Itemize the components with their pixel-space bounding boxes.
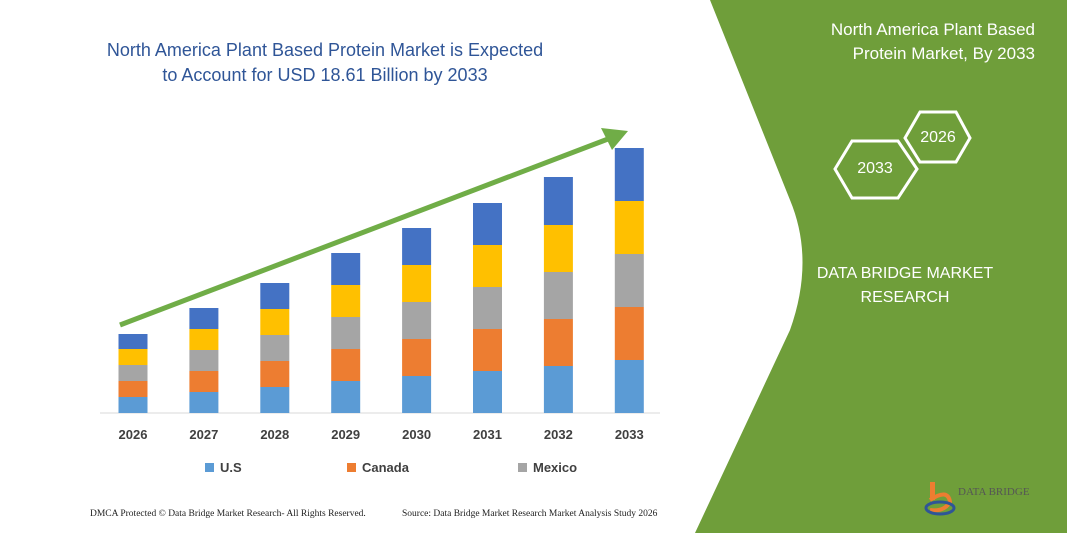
bar-segment-2033-4 <box>614 148 644 201</box>
bar-segment-2030-2 <box>402 302 432 339</box>
x-tick-label: 2032 <box>543 427 573 442</box>
x-tick-label: 2028 <box>260 427 290 442</box>
bar-segment-2032-0 <box>543 366 573 413</box>
bar-segment-2028-1 <box>260 361 290 387</box>
bar-segment-2031-2 <box>473 287 502 329</box>
bar-segment-2032-1 <box>543 319 573 366</box>
legend-item-mexico: Mexico <box>518 460 577 475</box>
legend-item-us: U.S <box>205 460 242 475</box>
bar-segment-2030-1 <box>402 339 432 376</box>
trend-arrow <box>119 128 628 328</box>
x-tick-label: 2031 <box>473 427 502 442</box>
bar-segment-2031-1 <box>473 329 502 371</box>
x-tick-label: 2030 <box>402 427 432 442</box>
bar-segment-2030-3 <box>402 265 432 302</box>
legend-swatch <box>205 463 214 472</box>
bar-segment-2032-3 <box>543 225 573 272</box>
x-tick-label: 2027 <box>189 427 219 442</box>
bar-segment-2027-0 <box>189 392 219 413</box>
bar-segment-2026-1 <box>118 381 148 397</box>
footer-copyright: DMCA Protected © Data Bridge Market Rese… <box>90 509 366 519</box>
bar-segment-2032-4 <box>543 177 573 225</box>
bar-segment-2029-1 <box>331 349 361 381</box>
green-side-panel <box>695 0 1067 533</box>
bar-segment-2033-3 <box>614 201 644 254</box>
legend-swatch <box>518 463 527 472</box>
x-tick-label: 2033 <box>614 427 644 442</box>
hexagon-2033 <box>833 139 919 200</box>
bar-segment-2029-4 <box>331 253 361 285</box>
footer-source: Source: Data Bridge Market Research Mark… <box>402 509 658 519</box>
hexagon-2026 <box>903 110 972 164</box>
bar-segment-2033-1 <box>614 307 644 360</box>
bar-segment-2029-2 <box>331 317 361 349</box>
brand-text: DATA BRIDGE MARKET RESEARCH <box>816 265 994 306</box>
bar-segment-2027-4 <box>189 308 219 329</box>
chart-title: North America Plant Based Protein Market… <box>106 40 544 85</box>
legend-label: Mexico <box>533 460 578 475</box>
logo-text: DATA BRIDGE <box>958 486 1030 498</box>
bar-segment-2028-3 <box>260 309 290 335</box>
bar-segment-2031-0 <box>473 371 502 413</box>
logo-icon <box>924 482 956 516</box>
bar-segment-2032-2 <box>543 272 573 319</box>
hex-label-2033: 2033 <box>857 160 893 177</box>
bar-segment-2026-0 <box>118 397 148 413</box>
bar-segment-2033-2 <box>614 254 644 307</box>
bar-segment-2027-1 <box>189 371 219 392</box>
bar-segment-2030-0 <box>402 376 432 413</box>
legend-item-canada: Canada <box>347 460 409 475</box>
legend-label: Canada <box>362 460 409 475</box>
bar-segment-2026-4 <box>118 334 148 349</box>
bar-segment-2030-4 <box>402 228 432 265</box>
bar-segment-2028-4 <box>260 283 290 309</box>
side-panel-title: North America Plant Based Protein Market… <box>830 20 1035 63</box>
bar-segment-2029-3 <box>331 285 361 317</box>
hex-label-2026: 2026 <box>920 129 956 146</box>
bar-segment-2026-3 <box>118 349 148 365</box>
bar-segment-2027-2 <box>189 350 219 371</box>
bar-segment-2028-0 <box>260 387 290 413</box>
legend-swatch <box>347 463 356 472</box>
bar-segment-2029-0 <box>331 381 361 413</box>
bar-segment-2031-4 <box>473 203 502 245</box>
bar-segment-2026-2 <box>118 365 148 381</box>
bar-segment-2033-0 <box>614 360 644 413</box>
x-tick-label: 2026 <box>118 427 148 442</box>
legend-label: U.S <box>220 460 242 475</box>
bar-segment-2028-2 <box>260 335 290 361</box>
bar-segment-2027-3 <box>189 329 219 350</box>
bar-segment-2031-3 <box>473 245 502 287</box>
x-tick-label: 2029 <box>331 427 361 442</box>
